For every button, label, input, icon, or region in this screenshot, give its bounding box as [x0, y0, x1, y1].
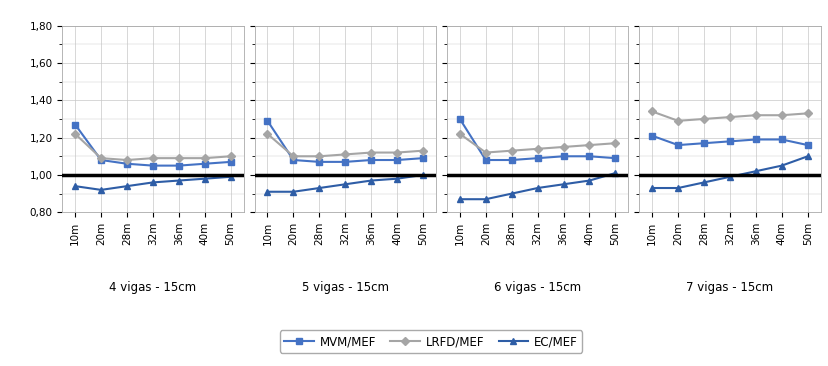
- Text: 4 vigas - 15cm: 4 vigas - 15cm: [109, 281, 196, 294]
- Text: 5 vigas - 15cm: 5 vigas - 15cm: [301, 281, 388, 294]
- Legend: MVM/MEF, LRFD/MEF, EC/MEF: MVM/MEF, LRFD/MEF, EC/MEF: [279, 330, 582, 353]
- Text: 7 vigas - 15cm: 7 vigas - 15cm: [686, 281, 773, 294]
- Text: 6 vigas - 15cm: 6 vigas - 15cm: [493, 281, 580, 294]
